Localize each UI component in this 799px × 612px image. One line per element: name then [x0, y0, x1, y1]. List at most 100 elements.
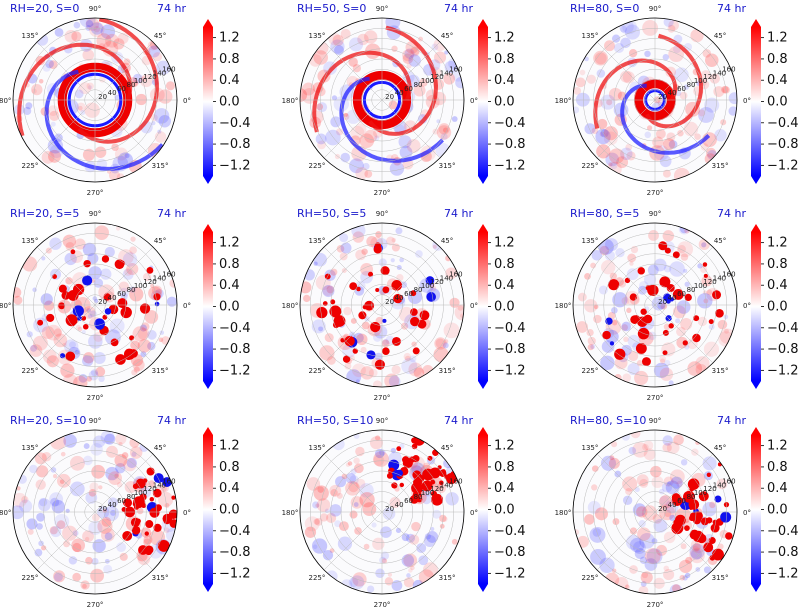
angle-label: 270°	[374, 601, 391, 609]
field-speckle	[132, 326, 148, 342]
field-speckle	[434, 337, 447, 350]
field-speckle	[36, 465, 49, 478]
field-speckle	[610, 162, 618, 170]
field-speckle	[584, 123, 596, 135]
angle-label: 225°	[22, 574, 39, 582]
field-speckle	[662, 53, 670, 61]
grid-spoke	[94, 41, 154, 101]
angle-label: 135°	[22, 444, 39, 452]
spiral-band	[312, 50, 412, 133]
field-speckle	[372, 537, 385, 551]
field-speckle	[443, 322, 460, 339]
field-speckle	[406, 63, 412, 69]
field-speckle	[313, 485, 329, 501]
field-speckle	[663, 476, 674, 487]
convective-cell	[65, 351, 76, 362]
colorbar-tick-label: 0.0	[767, 95, 788, 110]
field-speckle	[666, 132, 676, 142]
field-speckle	[584, 514, 595, 525]
field-speckle	[408, 362, 423, 377]
field-speckle	[78, 82, 91, 95]
spiral-band	[339, 76, 444, 163]
field-speckle	[82, 49, 95, 61]
field-speckle	[355, 123, 367, 135]
field-speckle	[683, 268, 688, 273]
field-speckle	[701, 275, 713, 287]
field-speckle	[419, 78, 428, 87]
field-speckle	[695, 356, 710, 371]
field-speckle	[41, 545, 47, 551]
polar-field	[573, 18, 737, 182]
field-speckle	[591, 250, 603, 261]
field-speckle	[594, 507, 608, 521]
convective-cell	[58, 302, 66, 310]
field-speckle	[49, 110, 60, 121]
colorbar-tick-label: −0.8	[494, 545, 526, 560]
colorbar: 1.2 0.8 0.4 0.0 −0.4 −0.8 −1.2	[203, 19, 251, 184]
field-speckle	[650, 465, 662, 478]
field-speckle	[373, 454, 385, 467]
angle-label: 45°	[154, 444, 166, 452]
field-speckle	[52, 474, 58, 479]
colorbar-tick-label: 0.4	[219, 481, 240, 496]
panel-title: RH=80, S=10	[570, 414, 646, 427]
field-speckle	[591, 484, 598, 491]
field-speckle	[400, 281, 408, 289]
grid-spoke	[596, 41, 656, 101]
field-speckle	[626, 307, 632, 313]
field-speckle	[352, 363, 366, 378]
convective-cell	[129, 335, 135, 341]
convective-cell	[330, 299, 336, 305]
field-speckle	[330, 39, 345, 54]
field-speckle	[82, 530, 95, 543]
colorbar-tick-label: −0.4	[494, 321, 526, 336]
convective-cell	[664, 247, 671, 254]
colorbar-tick-label: 0.8	[767, 460, 788, 475]
convective-cell	[614, 348, 626, 360]
polar-field	[573, 430, 733, 594]
field-speckle	[401, 533, 410, 542]
field-speckle	[403, 352, 411, 361]
field-speckle	[612, 292, 628, 308]
field-speckle	[698, 109, 706, 117]
field-speckle	[576, 321, 589, 333]
field-speckle	[92, 539, 106, 553]
field-speckle	[398, 306, 414, 322]
field-speckle	[359, 133, 375, 149]
field-speckle	[374, 352, 383, 361]
field-speckle	[598, 285, 608, 295]
convective-cell	[431, 493, 444, 506]
convective-cell	[52, 274, 57, 279]
convective-cell	[432, 449, 439, 456]
panel-title: RH=80, S=5	[570, 207, 639, 220]
convective-cell	[322, 301, 328, 306]
field-speckle	[662, 169, 671, 178]
angle-label: 270°	[647, 189, 664, 197]
field-speckle	[53, 333, 68, 348]
field-speckle	[651, 538, 658, 544]
field-speckle	[82, 148, 95, 161]
radial-tick-label: 40	[395, 294, 404, 302]
angle-label: 0°	[470, 302, 478, 310]
field-speckle	[644, 50, 651, 58]
polar-frame	[572, 17, 738, 183]
angle-label: 315°	[712, 574, 729, 582]
convective-cell	[364, 300, 375, 311]
convective-cell	[692, 530, 704, 543]
radial-tick-label: 160	[162, 270, 175, 278]
field-speckle	[71, 538, 86, 553]
convective-cell	[605, 317, 613, 325]
convective-cell	[131, 526, 141, 535]
convective-cell	[725, 532, 733, 540]
field-speckle	[83, 443, 90, 450]
field-speckle	[50, 467, 57, 473]
field-speckle	[389, 161, 405, 176]
radial-tick-label: 120	[430, 278, 443, 286]
colorbar-min-arrow	[203, 176, 213, 184]
colorbar-tick-label: 0.4	[219, 73, 240, 88]
field-speckle	[343, 306, 352, 316]
field-speckle	[98, 375, 105, 383]
field-speckle	[721, 85, 729, 94]
field-speckle	[584, 299, 598, 313]
